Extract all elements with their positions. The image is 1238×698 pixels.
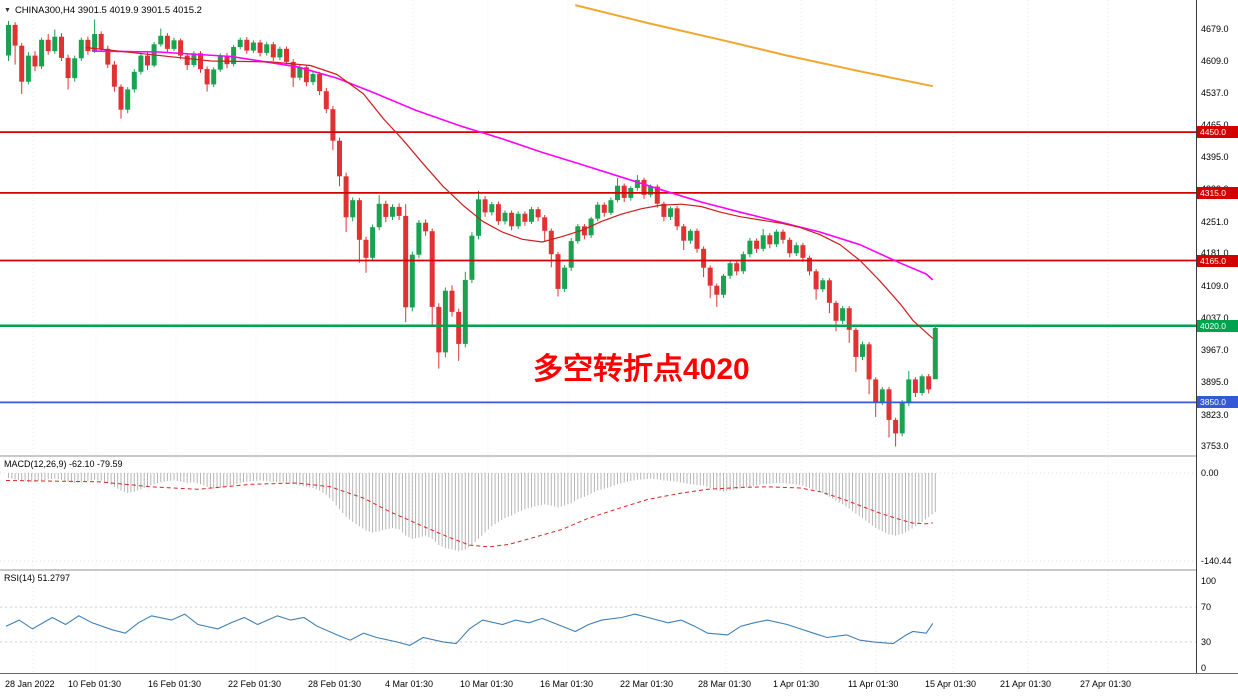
level-price-tag: 4315.0 — [1197, 187, 1238, 199]
main-chart-canvas[interactable] — [0, 0, 1196, 455]
price-tick-label: 4609.0 — [1201, 56, 1229, 66]
time-tick-label: 28 Mar 01:30 — [698, 679, 752, 689]
macd-scale-label: 0.00 — [1201, 468, 1219, 478]
macd-panel-canvas[interactable] — [0, 457, 1196, 569]
price-tick-label: 4395.0 — [1201, 152, 1229, 162]
rsi-level-lines — [0, 606, 1196, 643]
rsi-panel-canvas[interactable] — [0, 571, 1196, 672]
level-price-tag: 3850.0 — [1197, 396, 1238, 408]
price-tick-label: 4679.0 — [1201, 24, 1229, 34]
macd-scale-lines — [0, 472, 1196, 562]
price-tick-label: 4037.0 — [1201, 313, 1229, 323]
rsi-scale-label: 0 — [1201, 663, 1207, 673]
time-tick-label: 11 Apr 01:30 — [848, 679, 899, 689]
price-tick-label: 4181.0 — [1201, 248, 1229, 258]
price-tick-label: 4109.0 — [1201, 281, 1229, 291]
price-tick-label: 3895.0 — [1201, 377, 1229, 387]
ma-fast-red — [85, 46, 934, 339]
price-tick-label: 3823.0 — [1201, 410, 1229, 420]
rsi-line — [5, 613, 934, 646]
chart-annotation-text[interactable]: 多空转折点4020 — [533, 353, 750, 386]
time-tick-label: 27 Apr 01:30 — [1080, 679, 1132, 689]
horizontal-level-lines — [0, 131, 1196, 404]
vertical-gridlines — [32, 571, 1109, 672]
chart-collapse-icon[interactable]: ▼ — [4, 7, 11, 14]
macd-indicator-label: MACD(12,26,9) -62.10 -79.59 — [4, 459, 123, 469]
rsi-scale-label: 100 — [1201, 576, 1217, 586]
candles — [6, 19, 938, 447]
price-axis[interactable]: 4679.04609.04537.04465.04395.04323.04251… — [1196, 0, 1238, 673]
time-tick-label: 22 Feb 01:30 — [228, 679, 282, 689]
ma-slow-magenta — [92, 50, 934, 281]
time-tick-label: 15 Apr 01:30 — [925, 679, 977, 689]
chart-header: ▼ CHINA300,H4 3901.5 4019.9 3901.5 4015.… — [4, 5, 202, 16]
macd-signal-line — [5, 480, 933, 548]
price-tick-label: 3967.0 — [1201, 345, 1229, 355]
macd-scale-label: -140.44 — [1201, 556, 1232, 566]
price-tick-label: 3753.0 — [1201, 441, 1229, 451]
rsi-indicator-label: RSI(14) 51.2797 — [4, 573, 71, 583]
price-tick-label: 4537.0 — [1201, 88, 1229, 98]
rsi-scale-label: 30 — [1201, 637, 1212, 647]
time-tick-label: 4 Mar 01:30 — [385, 679, 434, 689]
time-tick-label: 28 Feb 01:30 — [308, 679, 362, 689]
time-tick-label: 16 Feb 01:30 — [148, 679, 202, 689]
time-tick-label: 21 Apr 01:30 — [1000, 679, 1052, 689]
symbol-ohlc-label: CHINA300,H4 3901.5 4019.9 3901.5 4015.2 — [14, 5, 202, 16]
panel-separator-rsi[interactable] — [0, 569, 1238, 571]
level-price-tag: 4165.0 — [1197, 255, 1238, 267]
time-tick-label: 1 Apr 01:30 — [773, 679, 820, 689]
rsi-scale-label: 70 — [1201, 602, 1212, 612]
macd-histogram — [8, 473, 936, 552]
price-tick-label: 4465.0 — [1201, 120, 1229, 130]
ma-long-orange — [575, 4, 934, 88]
time-tick-label: 22 Mar 01:30 — [620, 679, 674, 689]
level-price-tag: 4450.0 — [1197, 126, 1238, 138]
time-tick-label: 28 Jan 2022 — [5, 679, 55, 689]
time-tick-label: 16 Mar 01:30 — [540, 679, 594, 689]
time-tick-label: 10 Feb 01:30 — [68, 679, 122, 689]
time-axis[interactable]: 28 Jan 2022 10 Feb 01:30 16 Feb 01:30 22 Fe… — [0, 673, 1238, 698]
time-tick-label: 10 Mar 01:30 — [460, 679, 514, 689]
level-price-tag: 4020.0 — [1197, 320, 1238, 332]
panel-separator-macd[interactable] — [0, 455, 1238, 457]
price-tick-label: 4251.0 — [1201, 217, 1229, 227]
